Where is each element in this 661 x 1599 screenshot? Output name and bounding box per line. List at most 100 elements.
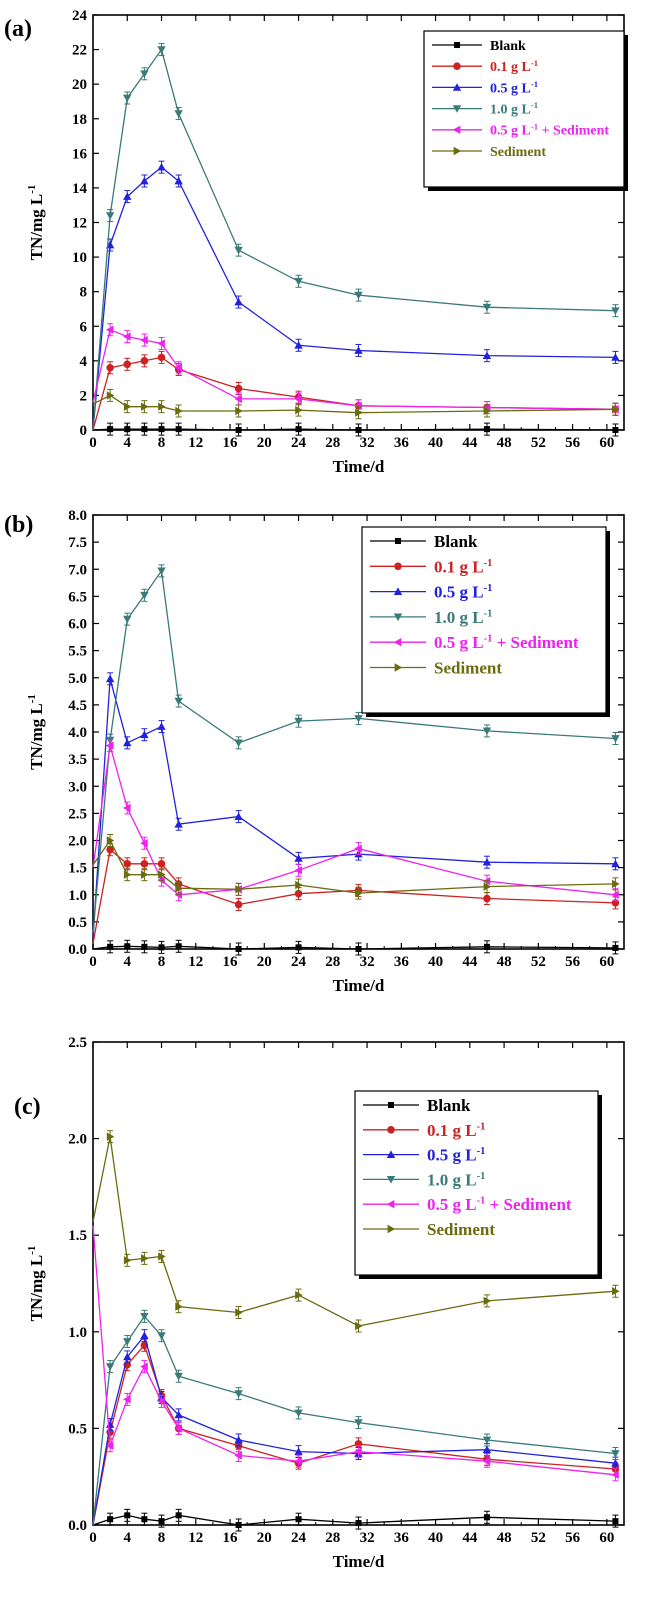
x-tick-label: 40 [428, 954, 443, 970]
x-tick-label: 8 [158, 435, 166, 451]
data-point [106, 836, 115, 845]
x-tick-label: 44 [462, 435, 478, 451]
data-point [105, 741, 114, 750]
y-tick-label: 6.5 [68, 589, 87, 605]
x-tick-label: 28 [325, 1530, 340, 1546]
data-point [105, 1441, 114, 1450]
data-point [157, 567, 166, 576]
data-point [107, 1516, 114, 1523]
data-point [611, 859, 620, 868]
data-point [175, 406, 183, 416]
legend-entry-sup: -1 [484, 558, 493, 569]
x-tick-label: 20 [257, 435, 272, 451]
y-tick-label: 6 [80, 319, 88, 335]
x-tick-label: 24 [291, 954, 307, 970]
legend-entry: 0.1 g L-1 [434, 557, 492, 576]
data-point [354, 346, 363, 354]
x-tick-label: 16 [223, 1530, 239, 1546]
data-point [123, 803, 131, 813]
y-tick-label: 20 [72, 77, 87, 93]
legend-entry: 0.5 g L-1 [434, 583, 492, 602]
chart-panel-a: 0 4 8 12 16 20 24 28 32 36 40 44 48 52 56 6002468101214… [4, 8, 628, 476]
legend-entry-text: Sediment [490, 145, 546, 160]
series-line [92, 678, 616, 939]
data-point [123, 332, 131, 341]
x-tick-label: 48 [497, 435, 512, 451]
legend-entry-suffix: + Sediment [485, 1195, 572, 1214]
data-point [482, 1457, 491, 1466]
data-point [294, 1409, 303, 1418]
data-point [158, 870, 166, 879]
y-tick-label: 12 [72, 216, 87, 232]
x-tick-label: 60 [599, 1530, 614, 1546]
y-tick-label: 22 [72, 43, 87, 59]
legend-entry-text: 1.0 g L [434, 608, 484, 627]
data-point [482, 858, 492, 866]
legend-entry-text: Blank [434, 532, 478, 551]
data-point [295, 426, 302, 433]
data-point [140, 860, 149, 868]
panel-label: (b) [4, 512, 33, 538]
data-point [140, 335, 148, 345]
data-point [295, 1290, 303, 1300]
legend-entry: 0.5 g L-1 + Sediment [434, 633, 579, 652]
legend-entry: Sediment [427, 1220, 495, 1239]
data-point [294, 394, 302, 404]
y-tick-label: 0.5 [68, 1421, 87, 1437]
x-tick-label: 32 [360, 954, 375, 970]
x-tick-label: 56 [565, 435, 581, 451]
series-line [92, 166, 616, 431]
legend-entry-text: 1.0 g L [490, 103, 531, 118]
legend-marker [453, 62, 461, 70]
legend-marker [453, 41, 461, 49]
series-2 [92, 672, 620, 939]
series-3 [92, 1309, 620, 1526]
y-tick-label: 2 [80, 388, 88, 404]
data-point [123, 94, 132, 103]
x-tick-label: 40 [428, 435, 443, 451]
data-point [234, 1390, 243, 1398]
data-point [157, 860, 166, 868]
legend-entry-text: 0.1 g L [434, 557, 484, 576]
data-point [123, 1395, 131, 1404]
y-tick-label: 1.5 [68, 1228, 87, 1244]
data-point [482, 303, 492, 312]
data-point [483, 943, 490, 950]
data-point [105, 325, 114, 334]
data-point [612, 1518, 619, 1525]
data-point [354, 291, 363, 300]
data-point [612, 944, 619, 951]
data-point [158, 944, 165, 951]
y-axis-title: TN/mg L-1 [26, 185, 46, 261]
data-point [124, 943, 131, 950]
series-line [92, 1514, 616, 1526]
data-point [141, 1516, 148, 1523]
data-point [174, 1410, 183, 1419]
data-point [295, 405, 303, 415]
legend-marker [386, 1200, 395, 1209]
legend-marker [393, 587, 403, 595]
data-point [158, 1518, 165, 1525]
data-point [174, 363, 183, 372]
data-point [158, 426, 165, 433]
y-axis-title-text: TN/mg L [27, 194, 46, 261]
legend-entry-sup: -1 [484, 608, 493, 619]
data-point [123, 615, 132, 624]
series-5 [92, 1130, 620, 1333]
data-point [174, 820, 183, 828]
legend-marker [394, 537, 402, 545]
data-point [141, 1254, 149, 1263]
legend-entry: Blank [434, 532, 478, 551]
series-line [92, 1344, 616, 1526]
y-tick-label: 3.5 [68, 752, 87, 768]
data-point [234, 812, 243, 820]
y-tick-label: 2.5 [68, 1035, 87, 1051]
y-axis-title-text: TN/mg L [27, 703, 46, 770]
x-tick-label: 24 [291, 435, 307, 451]
data-point [354, 1447, 362, 1456]
data-point [123, 1338, 132, 1346]
legend-entry-text: 0.5 g L [490, 124, 531, 139]
y-tick-label: 3.0 [68, 779, 87, 795]
